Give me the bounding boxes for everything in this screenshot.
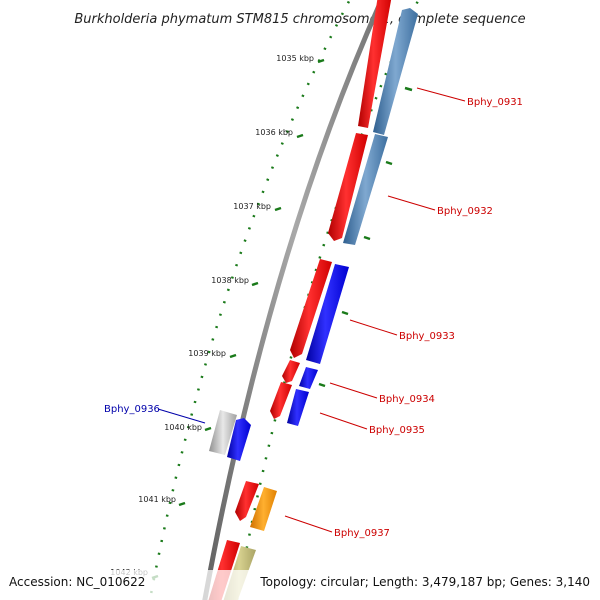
- feature-track-ticks: [318, 86, 413, 388]
- gene-label-bphy-0937[interactable]: Bphy_0937: [334, 528, 390, 539]
- cds-arrow-red[interactable]: [235, 481, 259, 521]
- cds-arrow-bphy-0933[interactable]: [306, 264, 349, 364]
- gene-label-bphy-0934[interactable]: Bphy_0934: [379, 394, 435, 405]
- cds-arrow-bphy-0931[interactable]: [373, 8, 418, 135]
- cds-arrow-bphy-0936[interactable]: [227, 418, 251, 461]
- tick-label: 1041 kbp: [138, 495, 176, 504]
- cds-arrow-bphy-0937[interactable]: [250, 487, 277, 531]
- topology-text: Topology: circular; Length: 3,479,187 bp…: [259, 575, 590, 589]
- tick-1041: 1041 kbp: [138, 495, 186, 507]
- cds-arrow-bphy-0932[interactable]: [343, 134, 388, 245]
- tick-label: 1039 kbp: [188, 349, 226, 358]
- tick-1035: 1035 kbp: [276, 54, 325, 64]
- tick-1038: 1038 kbp: [211, 276, 259, 287]
- cds-arrow-red[interactable]: [328, 133, 368, 241]
- tick-label: 1036 kbp: [255, 128, 293, 137]
- gene-label-leader: [157, 408, 206, 424]
- cds-arrow-red[interactable]: [290, 259, 332, 358]
- tick-1040: 1040 kbp: [164, 423, 212, 432]
- tick-1036: 1036 kbp: [255, 128, 304, 139]
- cds-arrow-bphy-0935[interactable]: [287, 389, 309, 426]
- cds-arrow-red[interactable]: [358, 0, 392, 128]
- footer-background: [0, 570, 600, 600]
- map-title: Burkholderia phymatum STM815 chromosome …: [74, 12, 525, 27]
- accession-text: Accession: NC_010622: [9, 575, 145, 589]
- tick-label: 1035 kbp: [276, 54, 314, 63]
- tick-1039: 1039 kbp: [188, 349, 237, 359]
- tick-1037: 1037 kbp: [233, 202, 282, 212]
- gene-label-bphy-0933[interactable]: Bphy_0933: [399, 331, 455, 342]
- tick-label: 1038 kbp: [211, 276, 249, 285]
- gene-label-bphy-0936[interactable]: Bphy_0936: [104, 404, 160, 415]
- cds-arrow-red[interactable]: [270, 382, 292, 419]
- tick-label: 1037 kbp: [233, 202, 271, 211]
- cds-arrow-red[interactable]: [282, 360, 300, 383]
- chromosome-backbone: [202, 0, 385, 600]
- cds-arrow-bphy-0934[interactable]: [299, 367, 318, 389]
- gene-label-leaders: [284, 87, 466, 533]
- gene-label-bphy-0931[interactable]: Bphy_0931: [467, 97, 523, 108]
- tick-track: [148, 0, 352, 600]
- tick-label: 1040 kbp: [164, 423, 202, 432]
- gene-label-bphy-0932[interactable]: Bphy_0932: [437, 206, 493, 217]
- cds-block-gray[interactable]: [209, 410, 237, 455]
- gene-label-bphy-0935[interactable]: Bphy_0935: [369, 425, 425, 436]
